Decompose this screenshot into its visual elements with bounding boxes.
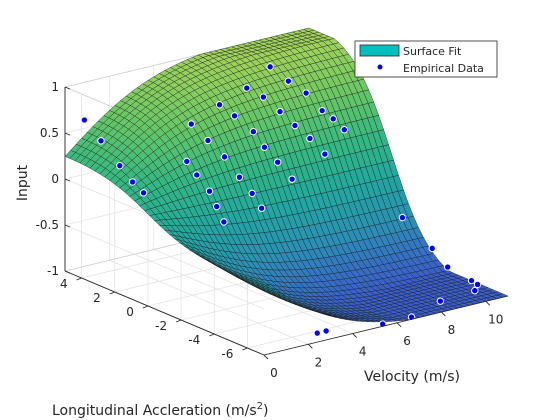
z-axis-label: Input bbox=[15, 164, 31, 201]
z-tick-4 bbox=[64, 270, 71, 274]
empirical-point-33 bbox=[340, 126, 348, 134]
x-tick-label-1: 2 bbox=[93, 291, 101, 305]
x-axis-label-superscript: 2 bbox=[257, 401, 263, 412]
z-tick-0 bbox=[64, 86, 71, 90]
empirical-point-32 bbox=[329, 115, 337, 123]
empirical-point-4 bbox=[139, 189, 148, 197]
x-tick-label-3: -2 bbox=[155, 319, 167, 333]
z-tick-label-4: -1 bbox=[47, 264, 59, 278]
empirical-point-19 bbox=[260, 143, 269, 151]
z-tick-label-0: 1 bbox=[51, 80, 59, 94]
empirical-point-7 bbox=[205, 187, 214, 195]
empirical-point-2 bbox=[116, 161, 124, 170]
empirical-point-40 bbox=[473, 280, 482, 289]
empirical-point-0 bbox=[80, 116, 89, 124]
empirical-point-6 bbox=[193, 171, 201, 179]
y-tick-label-4: 8 bbox=[448, 323, 456, 337]
empirical-point-13 bbox=[235, 173, 244, 181]
empirical-point-39 bbox=[471, 286, 479, 295]
z-tick-3 bbox=[64, 224, 71, 228]
y-tick-label-5: 10 bbox=[488, 312, 503, 326]
empirical-point-30 bbox=[302, 89, 310, 97]
empirical-point-28 bbox=[266, 63, 274, 71]
z-tick-1 bbox=[64, 132, 71, 136]
y-tick-2 bbox=[352, 333, 358, 338]
legend-empirical-marker bbox=[376, 63, 384, 71]
x-tick-3 bbox=[175, 319, 182, 323]
empirical-point-12 bbox=[220, 153, 229, 161]
legend: Surface Fit Empirical Data bbox=[354, 40, 498, 78]
x-tick-label-2: 0 bbox=[126, 305, 134, 319]
empirical-point-31 bbox=[318, 106, 326, 115]
empirical-point-26 bbox=[306, 134, 314, 143]
x-tick-0 bbox=[76, 277, 82, 281]
empirical-point-44 bbox=[467, 276, 476, 285]
empirical-point-27 bbox=[321, 150, 329, 158]
empirical-point-8 bbox=[212, 202, 221, 211]
z-tick-2 bbox=[64, 178, 71, 182]
x-axis-label-tail: ) bbox=[263, 403, 268, 419]
grid-v-floor-1 bbox=[109, 259, 309, 345]
empirical-point-5 bbox=[183, 157, 191, 166]
x-axis-label: Longitudinal Accleration (m/s2) bbox=[52, 401, 268, 419]
empirical-point-18 bbox=[249, 127, 258, 136]
empirical-point-10 bbox=[187, 120, 195, 128]
empirical-point-21 bbox=[288, 175, 296, 183]
y-tick-5 bbox=[485, 301, 491, 306]
empirical-point-11 bbox=[204, 136, 212, 145]
y-tick-label-1: 2 bbox=[315, 355, 323, 369]
legend-label-empirical-data: Empirical Data bbox=[403, 62, 484, 75]
empirical-point-17 bbox=[230, 112, 239, 120]
x-tick-4 bbox=[209, 333, 215, 337]
y-axis-label: Velocity (m/s) bbox=[364, 369, 460, 385]
y-tick-4 bbox=[441, 311, 446, 317]
empirical-points bbox=[80, 63, 482, 337]
empirical-point-22 bbox=[243, 84, 251, 92]
y-axis-line bbox=[263, 295, 509, 356]
empirical-point-41 bbox=[444, 263, 452, 271]
z-tick-label-2: 0 bbox=[51, 172, 59, 186]
surface-patch-0-0 bbox=[258, 280, 270, 287]
empirical-point-15 bbox=[257, 204, 266, 212]
x-tick-label-5: -6 bbox=[221, 347, 233, 361]
z-tick-label-3: -0.5 bbox=[36, 218, 59, 232]
empirical-point-35 bbox=[322, 327, 330, 335]
empirical-point-20 bbox=[274, 158, 282, 166]
grid-v-floor-2 bbox=[153, 249, 353, 334]
legend-surface-swatch bbox=[359, 44, 400, 57]
empirical-point-23 bbox=[259, 93, 268, 101]
empirical-point-43 bbox=[398, 213, 407, 222]
empirical-point-42 bbox=[428, 244, 436, 253]
empirical-point-38 bbox=[436, 297, 445, 305]
y-tick-label-3: 6 bbox=[403, 334, 411, 348]
grid-z-left-3 bbox=[64, 224, 265, 310]
x-tick-label-4: -4 bbox=[188, 333, 200, 347]
axes-frame bbox=[64, 86, 509, 360]
empirical-point-16 bbox=[215, 101, 224, 109]
empirical-point-29 bbox=[284, 77, 293, 85]
x-axis-line bbox=[64, 270, 265, 356]
x-tick-5 bbox=[242, 347, 248, 351]
y-tick-3 bbox=[396, 322, 402, 328]
y-tick-1 bbox=[308, 343, 313, 349]
empirical-point-34 bbox=[313, 329, 321, 337]
empirical-point-3 bbox=[128, 178, 137, 186]
y-tick-label-0: 0 bbox=[270, 366, 278, 380]
y-tick-label-2: 4 bbox=[359, 345, 367, 359]
x-tick-2 bbox=[142, 305, 149, 309]
x-axis-label-main: Longitudinal Accleration (m/s bbox=[52, 403, 257, 419]
empirical-point-24 bbox=[276, 107, 284, 116]
y-tick-0 bbox=[263, 354, 269, 360]
empirical-point-14 bbox=[248, 189, 256, 198]
empirical-point-25 bbox=[291, 121, 299, 130]
x-tick-label-0: 4 bbox=[60, 277, 68, 291]
legend-label-surface-fit: Surface Fit bbox=[403, 45, 462, 58]
empirical-point-1 bbox=[97, 137, 105, 145]
empirical-point-9 bbox=[220, 218, 228, 226]
z-tick-label-1: 0.5 bbox=[40, 126, 59, 140]
x-tick-1 bbox=[109, 291, 115, 295]
